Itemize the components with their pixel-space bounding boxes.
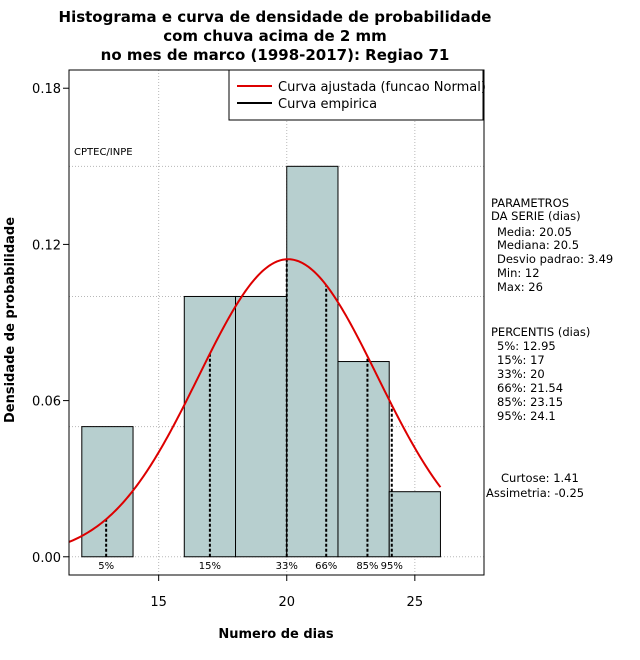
percentile-markers: 5% 15% 33% 66% 85% 95% [98, 259, 403, 572]
watermark-label: CPTEC/INPE [74, 147, 133, 158]
legend: Curva ajustada (funcao Normal) Curva emp… [228, 69, 486, 121]
shape-panel: Curtose: 1.41 Assimetria: -0.25 [486, 471, 584, 500]
percentil-5: 5%: 12.95 [497, 339, 556, 353]
legend-label-empirical: Curva empirica [278, 97, 377, 112]
title-line-3: no mes de marco (1998-2017): Regiao 71 [101, 46, 450, 64]
histogram-bar-4 [286, 165, 339, 558]
percentile-label-4: 85% [356, 561, 378, 572]
x-tick-label-2: 25 [407, 595, 424, 610]
legend-box [228, 69, 484, 121]
title-line-1: Histograma e curva de densidade de proba… [59, 8, 492, 26]
x-axis: 15 20 25 [150, 575, 423, 610]
param-desvio: Desvio padrao: 3.49 [497, 252, 613, 266]
y-tick-label-2: 0.12 [32, 238, 61, 253]
parameters-heading-1: PARAMETROS [491, 196, 569, 210]
curtose-value: Curtose: 1.41 [501, 471, 579, 485]
x-tick-label-1: 20 [278, 595, 295, 610]
histogram-bar-6 [388, 491, 441, 558]
parameters-heading-2: DA SERIE (dias) [491, 209, 581, 223]
percentile-label-1: 15% [199, 561, 221, 572]
legend-label-normal: Curva ajustada (funcao Normal) [278, 80, 486, 95]
y-tick-label-1: 0.06 [32, 395, 61, 410]
assimetria-value: Assimetria: -0.25 [486, 486, 584, 500]
parameters-panel: PARAMETROS DA SERIE (dias) Media: 20.05 … [491, 196, 613, 294]
percentile-label-2: 33% [276, 561, 298, 572]
param-media: Media: 20.05 [497, 225, 572, 239]
percentile-label-3: 66% [315, 561, 337, 572]
x-axis-title: Numero de dias [218, 627, 334, 642]
percentil-15: 15%: 17 [497, 353, 545, 367]
percentil-33: 33%: 20 [497, 367, 545, 381]
percentile-label-0: 5% [98, 561, 114, 572]
percentil-85: 85%: 23.15 [497, 395, 563, 409]
percentil-95: 95%: 24.1 [497, 409, 556, 423]
param-min: Min: 12 [497, 266, 540, 280]
param-max: Max: 26 [497, 280, 543, 294]
percentil-66: 66%: 21.54 [497, 381, 563, 395]
histogram-bars [81, 165, 441, 558]
histogram-bar-5 [337, 361, 390, 558]
normal-fit-curve [68, 258, 442, 543]
x-tick-label-0: 15 [150, 595, 167, 610]
histogram-bar-0 [81, 426, 134, 558]
y-tick-label-0: 0.00 [32, 551, 61, 566]
y-axis-title: Densidade de probabilidade [3, 217, 18, 423]
percentis-panel: PERCENTIS (dias) 5%: 12.95 15%: 17 33%: … [491, 325, 590, 423]
y-tick-label-3: 0.18 [32, 82, 61, 97]
percentis-heading: PERCENTIS (dias) [491, 325, 590, 339]
y-axis: 0.00 0.06 0.12 0.18 [32, 82, 69, 566]
percentile-label-5: 95% [381, 561, 403, 572]
chart-title: Histograma e curva de densidade de proba… [59, 8, 492, 64]
title-line-2: com chuva acima de 2 mm [163, 27, 387, 45]
param-mediana: Mediana: 20.5 [497, 238, 579, 252]
histogram-bar-3 [235, 295, 288, 558]
